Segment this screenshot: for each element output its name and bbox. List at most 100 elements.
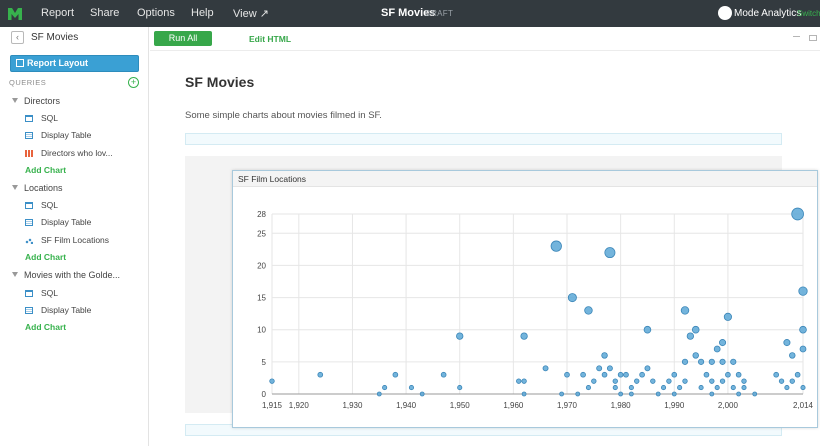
menu-help[interactable]: Help [191,7,214,19]
org-avatar-icon [718,6,732,20]
scatter-point [708,358,715,365]
sql-icon [25,202,33,209]
scatter-point [628,385,634,391]
scatter-point [392,371,399,378]
scatter-point [643,325,652,334]
sidebar-title: SF Movies [31,32,79,43]
scatter-point [382,385,388,391]
back-arrow-icon[interactable]: ‹ [11,31,24,44]
menu-report[interactable]: Report [41,7,75,19]
sql-icon [25,290,33,297]
scatter-point [559,391,565,397]
sidebar-item-display-table[interactable]: Display Table [25,217,91,227]
query-group-golden-gate[interactable]: Movies with the Golde... [12,270,120,280]
draft-badge: DRAFT [425,9,454,18]
table-icon [25,219,33,226]
scatter-point [628,391,634,397]
scatter-point [799,325,807,334]
sidebar-item-display-table[interactable]: Display Table [25,130,91,140]
table-icon [25,132,33,139]
y-tick-label: 28 [257,210,266,219]
item-label: Display Table [41,305,92,315]
scatter-point [789,378,795,384]
layout-row-placeholder[interactable] [185,133,782,145]
caret-down-icon [12,185,18,190]
scatter-point [596,365,603,372]
y-tick-label: 20 [257,261,266,270]
y-tick-label: 25 [257,229,266,238]
query-group-label: Movies with the Golde... [24,270,121,280]
scatter-point [719,339,727,347]
sidebar-item-chart[interactable]: Directors who lov... [25,148,113,158]
menu-share[interactable]: Share [90,7,120,19]
switch-org-link[interactable]: Switch [797,9,820,18]
scatter-point [440,371,447,378]
scatter-point [521,378,527,384]
edit-html-link[interactable]: Edit HTML [249,34,292,44]
y-tick-label: 10 [257,326,266,335]
scatter-point [692,352,699,359]
x-tick-label: 1,940 [396,401,417,410]
add-chart-link[interactable]: Add Chart [25,322,67,332]
scatter-point [317,371,324,378]
scatter-point [612,378,618,384]
scatter-chart-icon [25,237,33,244]
scatter-point [691,325,700,334]
scatter-point [376,391,382,397]
query-group-locations[interactable]: Locations [12,183,63,193]
x-tick-label: 1,980 [611,401,632,410]
report-name: SF Movies [381,7,436,19]
sidebar-item-sql[interactable]: SQL [25,288,58,298]
sidebar-item-sql[interactable]: SQL [25,113,58,123]
query-group-directors[interactable]: Directors [12,96,60,106]
maximize-icon[interactable] [809,35,817,41]
query-group-label: Directors [24,96,61,106]
layout-icon [16,59,24,67]
sidebar-item-display-table[interactable]: Display Table [25,305,91,315]
add-chart-link[interactable]: Add Chart [25,252,67,262]
scatter-point [789,352,796,359]
add-query-plus-icon[interactable]: + [128,77,139,88]
report-description: Some simple charts about movies filmed i… [185,110,382,121]
scatter-point [778,378,785,384]
scatter-point [623,371,629,378]
item-label: Directors who lov... [41,148,113,158]
sidebar-item-chart[interactable]: SF Film Locations [25,235,109,245]
scatter-point [773,371,780,378]
top-navigation-bar: Report Share Options Help View ↗ SF Movi… [0,0,820,27]
add-chart-link[interactable]: Add Chart [25,165,67,175]
scatter-point [799,345,807,353]
scatter-point [617,371,624,378]
chart-card-sf-film-locations[interactable]: SF Film Locations 0 5 10 15 20 25 28 1,915 1,920… [232,170,818,428]
scatter-point [723,312,732,321]
scatter-point [580,371,586,378]
scatter-point [794,371,801,378]
scatter-point [644,365,651,372]
scatter-point [752,391,758,397]
scatter-point [735,371,742,378]
scatter-point [408,385,414,391]
menu-view[interactable]: View ↗ [233,8,269,20]
org-name: Mode Analytics [734,8,802,19]
item-label: Display Table [41,217,92,227]
menu-options[interactable]: Options [137,7,175,19]
scatter-point [584,306,593,315]
run-all-button[interactable]: Run All [154,31,212,46]
scatter-point [741,385,747,391]
editor-toolbar: Run All Edit HTML [150,27,820,51]
scatter-point [591,378,597,384]
scatter-point [666,378,672,384]
report-layout-button[interactable]: Report Layout [10,55,139,72]
scatter-point [730,358,737,365]
sidebar-item-sql[interactable]: SQL [25,200,58,210]
chart-header[interactable]: SF Film Locations [233,171,817,187]
scatter-point [791,207,804,221]
x-tick-label: 1,960 [503,401,524,410]
scatter-point [550,240,562,252]
query-group-label: Locations [24,183,63,193]
mode-logo-icon[interactable] [7,6,23,21]
scatter-point [709,391,715,397]
sql-icon [25,115,33,122]
scatter-point [682,378,688,384]
minimize-icon[interactable] [793,36,800,37]
